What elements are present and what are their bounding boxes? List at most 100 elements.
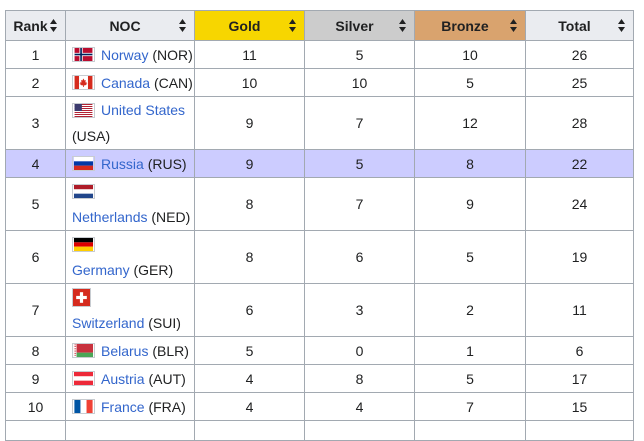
gold-cell: 8 <box>194 230 305 284</box>
silver-cell: 7 <box>304 96 415 150</box>
total-cell: 15 <box>525 392 634 421</box>
total-cell: 11 <box>525 283 634 337</box>
noc-cell: Norway (NOR) <box>65 40 195 69</box>
header-row: Rank NOC Gold Silver Bronze Total <box>5 10 634 41</box>
table-row: 2 Canada (CAN) 10 10 5 25 <box>5 68 634 97</box>
bronze-cell: 12 <box>414 96 526 150</box>
noc-cell: Switzerland (SUI) <box>65 283 195 337</box>
sort-icon[interactable] <box>618 19 625 32</box>
rank-cell: 3 <box>5 96 66 150</box>
bronze-column-header[interactable]: Bronze <box>414 10 526 41</box>
country-link[interactable]: Switzerland <box>72 315 145 331</box>
total-cell: 17 <box>525 364 634 393</box>
austria-flag-icon <box>72 371 95 387</box>
bronze-cell: 5 <box>414 68 526 97</box>
noc-column-header[interactable]: NOC <box>65 10 195 41</box>
noc-cell: Belarus (BLR) <box>65 336 195 365</box>
gold-cell: 8 <box>194 177 305 231</box>
country-link[interactable]: France <box>101 398 145 415</box>
gold-cell: 11 <box>194 40 305 69</box>
gold-cell: 4 <box>194 364 305 393</box>
silver-cell: 5 <box>304 40 415 69</box>
silver-header-label: Silver <box>335 17 374 34</box>
total-cell: 6 <box>525 336 634 365</box>
table-row-highlighted: 4 Russia (RUS) 9 5 8 22 <box>5 149 634 178</box>
noc-cell: France (FRA) <box>65 392 195 421</box>
noc-cell: United States (USA) <box>65 96 195 150</box>
table-row: 5 Netherlands (NED) 8 7 9 24 <box>5 177 634 231</box>
gold-cell: 9 <box>194 149 305 178</box>
total-column-header[interactable]: Total <box>525 10 634 41</box>
total-cell: 22 <box>525 149 634 178</box>
bronze-cell: 1 <box>414 336 526 365</box>
sort-icon[interactable] <box>179 19 186 32</box>
table-row: 1 Norway (NOR) 11 5 10 26 <box>5 40 634 69</box>
total-header-label: Total <box>558 17 591 34</box>
country-link[interactable]: Russia <box>101 155 144 172</box>
netherlands-flag-icon <box>72 183 95 199</box>
rank-cell: 4 <box>5 149 66 178</box>
gold-cell: 5 <box>194 336 305 365</box>
silver-column-header[interactable]: Silver <box>304 10 415 41</box>
sort-icon[interactable] <box>289 19 296 32</box>
total-cell: 26 <box>525 40 634 69</box>
rank-cell: 7 <box>5 283 66 337</box>
noc-cell: Austria (AUT) <box>65 364 195 393</box>
table-row: 3 United States (USA) 9 7 12 28 <box>5 96 634 150</box>
rank-column-header[interactable]: Rank <box>5 10 66 41</box>
silver-cell: 6 <box>304 230 415 284</box>
country-code: (NED) <box>151 209 191 225</box>
country-link[interactable]: Belarus <box>101 342 149 359</box>
rank-cell: 10 <box>5 392 66 421</box>
country-code: (USA) <box>72 128 111 144</box>
bronze-cell: 9 <box>414 177 526 231</box>
gold-cell: 9 <box>194 96 305 150</box>
total-cell: 28 <box>525 96 634 150</box>
silver-cell: 5 <box>304 149 415 178</box>
country-code: (NOR) <box>152 46 193 63</box>
rank-cell: 9 <box>5 364 66 393</box>
sort-icon[interactable] <box>399 19 406 32</box>
silver-cell: 8 <box>304 364 415 393</box>
bronze-header-label: Bronze <box>441 17 489 34</box>
country-link[interactable]: Austria <box>101 370 145 387</box>
gold-cell: 6 <box>194 283 305 337</box>
sort-icon[interactable] <box>50 19 57 32</box>
canada-flag-icon <box>72 75 95 91</box>
germany-flag-icon <box>72 236 95 252</box>
total-cell: 19 <box>525 230 634 284</box>
rank-header-label: Rank <box>13 17 48 34</box>
country-code: (FRA) <box>148 398 186 415</box>
country-code: (BLR) <box>152 342 189 359</box>
rank-cell: 5 <box>5 177 66 231</box>
country-link[interactable]: United States <box>101 102 186 118</box>
country-link[interactable]: Norway <box>101 46 149 63</box>
rank-cell: 6 <box>5 230 66 284</box>
silver-cell: 7 <box>304 177 415 231</box>
country-link[interactable]: Germany <box>72 262 130 278</box>
table-row: 8 Belarus (BLR) 5 0 1 6 <box>5 336 634 365</box>
bronze-cell: 5 <box>414 230 526 284</box>
noc-header-label: NOC <box>109 17 141 34</box>
table-row: 7 Switzerland (SUI) 6 3 2 11 <box>5 283 634 337</box>
bronze-cell: 7 <box>414 392 526 421</box>
total-cell: 25 <box>525 68 634 97</box>
noc-cell: Germany (GER) <box>65 230 195 284</box>
bronze-cell: 10 <box>414 40 526 69</box>
country-link[interactable]: Netherlands <box>72 209 148 225</box>
norway-flag-icon <box>72 47 95 63</box>
bronze-cell: 8 <box>414 149 526 178</box>
country-link[interactable]: Canada <box>101 74 151 91</box>
table-row: 10 France (FRA) 4 4 7 15 <box>5 392 634 421</box>
silver-cell: 0 <box>304 336 415 365</box>
table-row: 9 Austria (AUT) 4 8 5 17 <box>5 364 634 393</box>
france-flag-icon <box>72 399 95 415</box>
silver-cell: 10 <box>304 68 415 97</box>
country-code: (CAN) <box>153 74 193 91</box>
sort-icon[interactable] <box>510 19 517 32</box>
table-row: 6 Germany (GER) 8 6 5 19 <box>5 230 634 284</box>
belarus-flag-icon <box>72 343 95 359</box>
gold-column-header[interactable]: Gold <box>194 10 305 41</box>
noc-cell: Russia (RUS) <box>65 149 195 178</box>
bronze-cell: 2 <box>414 283 526 337</box>
